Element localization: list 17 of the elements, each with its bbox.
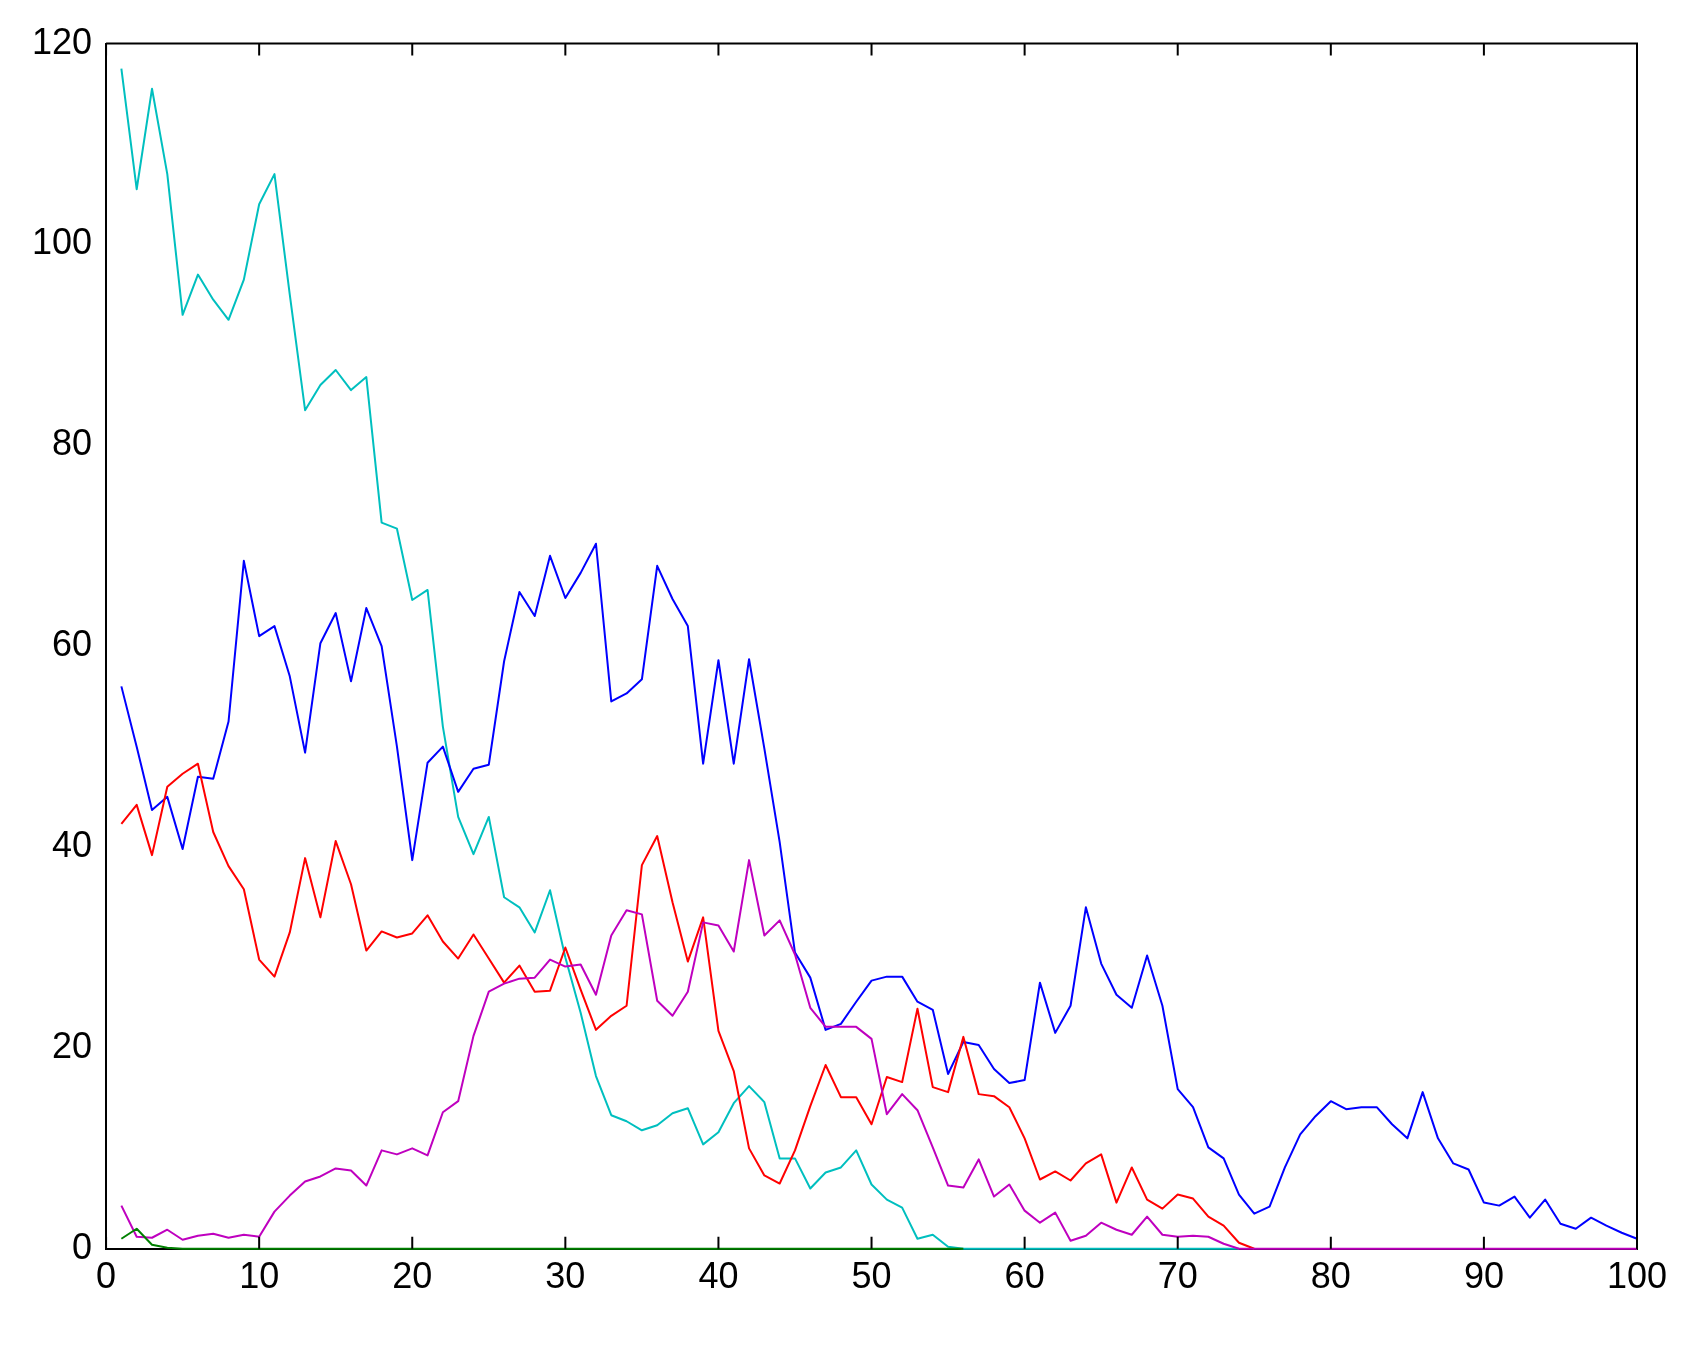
- y-tick-label: 20: [52, 1024, 93, 1066]
- y-tick-label: 100: [31, 221, 93, 263]
- x-tick-label: 20: [392, 1255, 433, 1297]
- x-tick-label: 60: [1004, 1255, 1045, 1297]
- x-tick-label: 70: [1157, 1255, 1198, 1297]
- y-tick-label: 120: [31, 20, 93, 62]
- y-tick-label: 0: [72, 1225, 93, 1267]
- y-tick-label: 60: [52, 623, 93, 665]
- x-tick-label: 40: [698, 1255, 739, 1297]
- x-tick-label: 100: [1606, 1255, 1668, 1297]
- y-tick-label: 40: [52, 823, 93, 865]
- x-tick-label: 90: [1463, 1255, 1504, 1297]
- x-tick-label: 30: [545, 1255, 586, 1297]
- y-tick-label: 80: [52, 422, 93, 464]
- x-tick-label: 80: [1310, 1255, 1351, 1297]
- x-tick-label: 50: [851, 1255, 892, 1297]
- x-tick-label: 10: [239, 1255, 280, 1297]
